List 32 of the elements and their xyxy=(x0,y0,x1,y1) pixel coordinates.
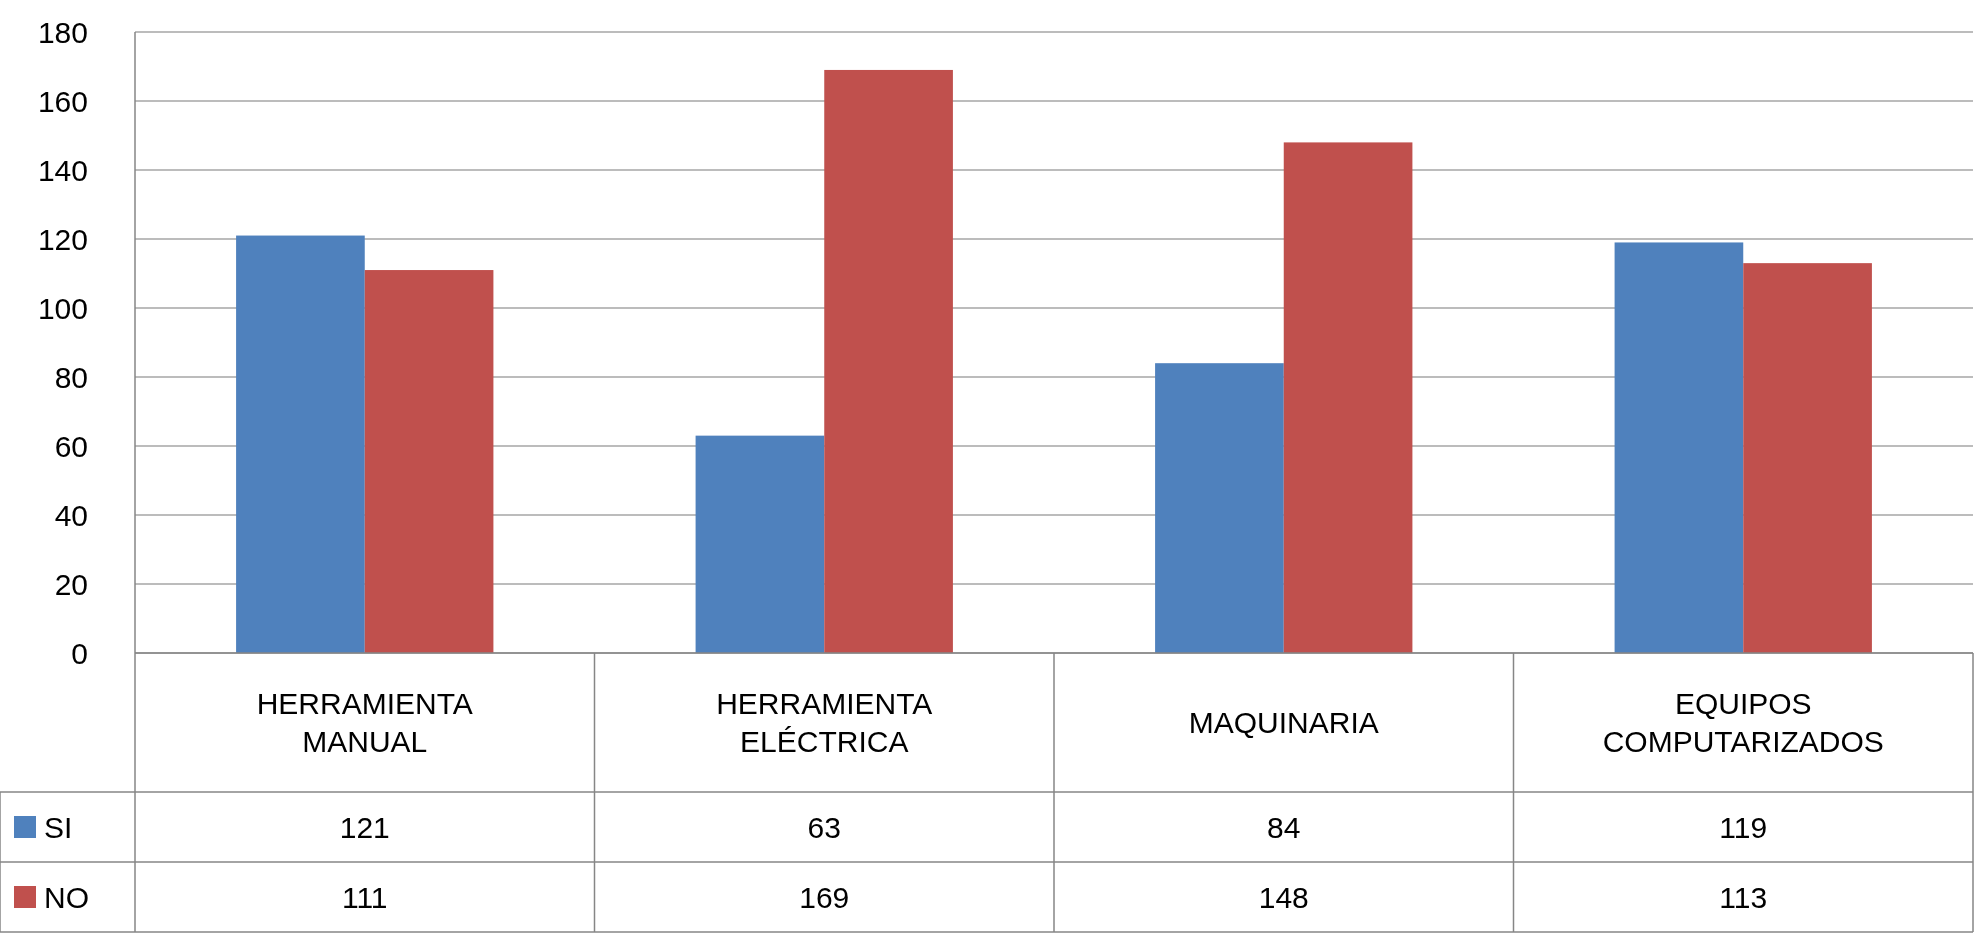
y-tick-label: 0 xyxy=(71,636,88,670)
bar xyxy=(1614,242,1744,653)
y-tick-label: 60 xyxy=(54,429,88,463)
x-tick-label: MAQUINARIA xyxy=(1188,706,1379,739)
data-label: 169 xyxy=(799,880,850,914)
bar xyxy=(1283,142,1413,653)
data-label: 111 xyxy=(341,880,388,914)
data-label: 63 xyxy=(807,810,841,844)
y-tick-label: 160 xyxy=(37,84,88,118)
data-label: 84 xyxy=(1267,810,1301,844)
y-tick-label: 80 xyxy=(54,360,88,394)
y-tick-label: 140 xyxy=(37,153,88,187)
x-tick-label: HERRAMIENTA MANUAL xyxy=(256,687,473,758)
bar xyxy=(236,235,365,653)
legend-label: SI xyxy=(44,810,73,844)
bar xyxy=(695,435,825,653)
legend-label: NO xyxy=(44,880,89,914)
data-label: 121 xyxy=(339,810,390,844)
y-tick-label: 20 xyxy=(54,567,88,601)
y-tick-label: 100 xyxy=(37,291,88,325)
x-tick-label: EQUIPOS COMPUTARIZADOS xyxy=(1602,687,1884,758)
bar xyxy=(824,69,953,653)
y-tick-label: 40 xyxy=(54,498,88,532)
y-tick-label: 120 xyxy=(37,222,88,256)
bar xyxy=(1155,363,1284,653)
bar xyxy=(364,270,494,653)
x-tick-label: HERRAMIENTA ELÉCTRICA xyxy=(716,687,933,758)
data-label: 119 xyxy=(1719,810,1768,844)
bar xyxy=(1743,263,1872,653)
data-label: 113 xyxy=(1719,880,1768,914)
data-label: 148 xyxy=(1258,880,1309,914)
y-tick-label: 180 xyxy=(37,15,88,49)
